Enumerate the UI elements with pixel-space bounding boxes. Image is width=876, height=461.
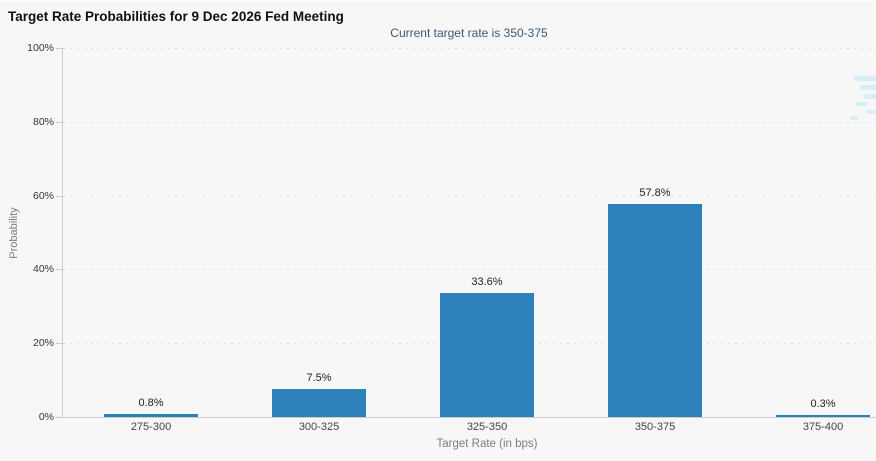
gridline bbox=[63, 195, 876, 197]
y-axis-tick-label: 40% bbox=[32, 263, 54, 276]
bar-325-350[interactable] bbox=[440, 293, 534, 417]
y-axis-tick bbox=[56, 48, 62, 49]
bar-value-label: 7.5% bbox=[306, 372, 332, 384]
y-axis-tick-label: 20% bbox=[32, 337, 54, 350]
watermark-logo-icon bbox=[850, 76, 876, 120]
chart-subtitle: Current target rate is 350-375 bbox=[390, 26, 548, 40]
x-axis-category-label: 300-325 bbox=[298, 421, 340, 433]
y-axis-tick bbox=[56, 343, 62, 345]
y-axis-tick-label: 60% bbox=[32, 189, 54, 202]
bar-275-300[interactable] bbox=[104, 414, 198, 417]
chart-title: Target Rate Probabilities for 9 Dec 2026… bbox=[8, 9, 344, 24]
x-axis-category-label: 350-375 bbox=[634, 421, 676, 433]
y-axis-tick-label: 100% bbox=[27, 42, 54, 54]
gridline bbox=[63, 269, 876, 271]
y-axis-tick-label: 0% bbox=[38, 411, 54, 423]
y-axis-line bbox=[62, 48, 63, 417]
bar-300-325[interactable] bbox=[272, 389, 366, 417]
y-axis-tick bbox=[56, 417, 62, 418]
bar-350-375[interactable] bbox=[608, 204, 702, 417]
x-axis-category-label: 325-350 bbox=[466, 421, 508, 433]
y-axis-tick-label: 80% bbox=[32, 115, 54, 128]
x-axis-line bbox=[62, 417, 876, 418]
x-axis-category-label: 275-300 bbox=[130, 421, 172, 433]
x-axis-title: Target Rate (in bps) bbox=[436, 438, 538, 450]
gridline bbox=[63, 121, 876, 123]
y-axis-tick bbox=[56, 269, 62, 271]
gridline bbox=[63, 48, 876, 49]
x-axis-category-label: 375-400 bbox=[802, 421, 844, 433]
bar-375-400[interactable] bbox=[776, 415, 870, 417]
y-axis-tick bbox=[56, 195, 62, 197]
y-axis-tick bbox=[56, 121, 62, 123]
bar-value-label: 57.8% bbox=[639, 187, 671, 199]
bar-value-label: 0.3% bbox=[810, 398, 836, 410]
bar-value-label: 0.8% bbox=[138, 397, 164, 409]
bar-value-label: 33.6% bbox=[471, 276, 503, 288]
